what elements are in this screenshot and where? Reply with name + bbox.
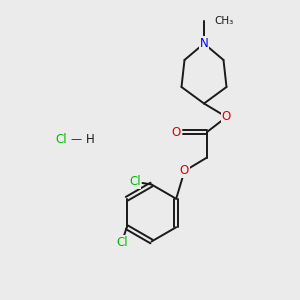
Text: Cl: Cl — [116, 236, 128, 249]
Text: H: H — [85, 133, 94, 146]
Text: O: O — [222, 110, 231, 124]
Text: CH₃: CH₃ — [214, 16, 234, 26]
Text: —: — — [71, 134, 82, 145]
Text: N: N — [200, 37, 208, 50]
Text: Cl: Cl — [129, 175, 141, 188]
Text: O: O — [171, 125, 181, 139]
Text: Cl: Cl — [56, 133, 67, 146]
Text: O: O — [180, 164, 189, 178]
